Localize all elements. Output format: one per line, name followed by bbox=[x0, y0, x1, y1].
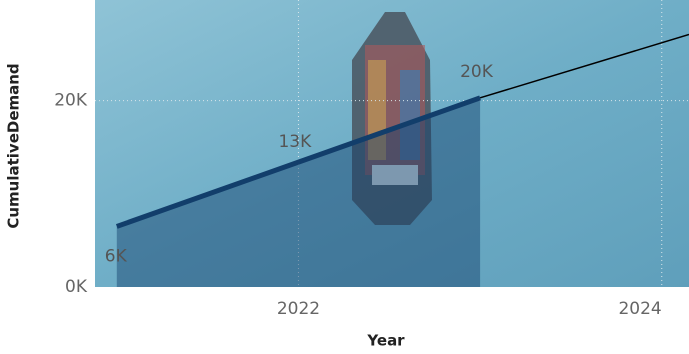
x-axis-title: Year bbox=[366, 332, 405, 350]
y-tick-label: 20K bbox=[54, 91, 88, 111]
y-tick-label: 0K bbox=[65, 277, 88, 297]
x-tick-label: 2024 bbox=[618, 299, 661, 319]
area bbox=[116, 97, 481, 287]
trend-line bbox=[479, 33, 689, 99]
data-label: 13K bbox=[278, 132, 312, 152]
line bbox=[115, 95, 481, 229]
data-label: 6K bbox=[105, 246, 128, 266]
y-axis-title: CumulativeDemand bbox=[5, 63, 23, 228]
data-label: 20K bbox=[460, 62, 494, 82]
ship-illustration bbox=[352, 12, 432, 225]
x-tick-label: 2022 bbox=[277, 299, 320, 319]
